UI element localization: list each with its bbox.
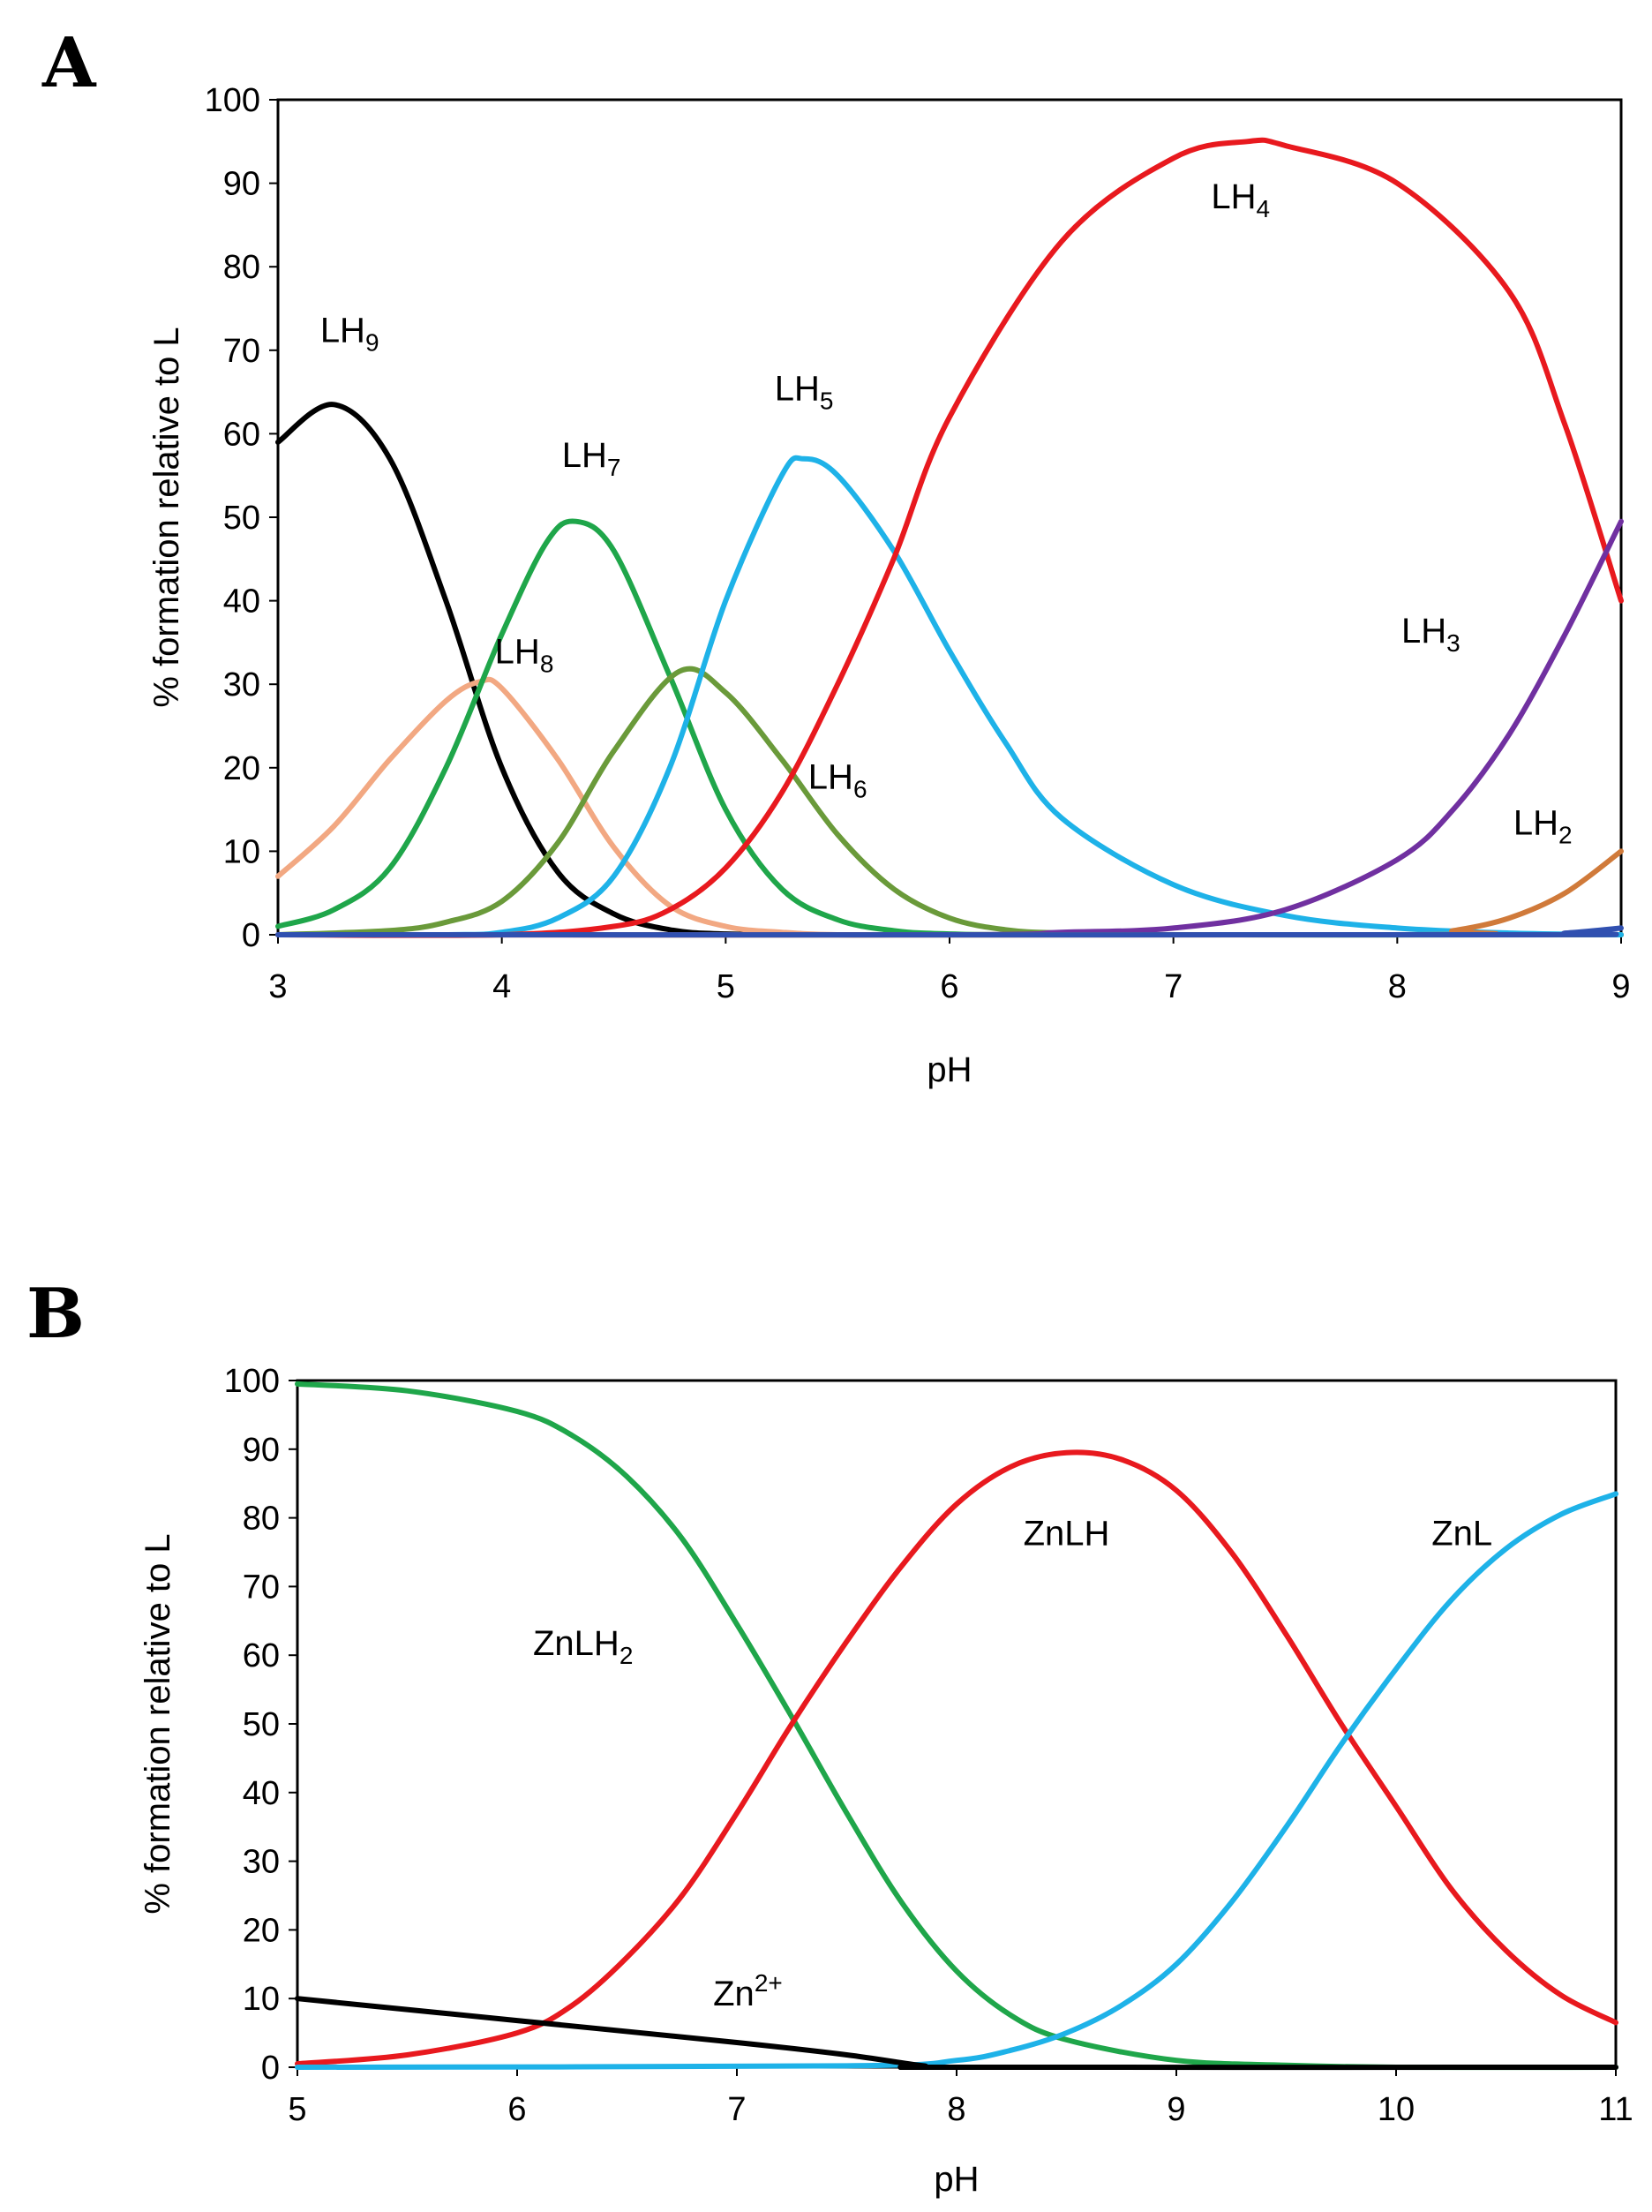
y-tick-label: 80 — [243, 1501, 280, 1538]
y-axis-title-b: % formation relative to L — [139, 1533, 177, 1914]
y-tick-label: 10 — [223, 833, 260, 870]
x-tick-label: 11 — [1598, 2091, 1633, 2128]
x-tick-label: 5 — [288, 2091, 306, 2128]
series-label-lh9: LH9 — [320, 311, 379, 356]
y-tick-label: 60 — [243, 1637, 280, 1674]
y-axis-b: 0 10 20 30 40 50 60 70 80 90 100 — [224, 1363, 297, 2087]
chart-panel-a: 0 10 20 30 40 50 60 70 80 90 100 3 4 5 6 7 8 9 LH9 LH8 LH7… — [147, 82, 1631, 1089]
x-tick-label: 5 — [717, 968, 735, 1005]
panel-label-a: A — [41, 23, 97, 103]
x-tick-label: 4 — [492, 968, 511, 1005]
series-label-lh8: LH8 — [495, 633, 554, 678]
y-tick-label: 80 — [223, 249, 260, 286]
series-line-lh — [275, 925, 1624, 938]
series-label-znlh: ZnLH — [1024, 1515, 1110, 1554]
y-tick-label: 20 — [223, 750, 260, 787]
x-tick-label: 7 — [1164, 968, 1183, 1005]
x-tick-label: 10 — [1378, 2091, 1415, 2128]
x-axis-title-b: pH — [934, 2160, 979, 2199]
y-tick-label: 90 — [243, 1432, 280, 1469]
y-tick-label: 30 — [243, 1844, 280, 1881]
x-tick-label: 7 — [727, 2091, 746, 2128]
y-tick-label: 60 — [223, 416, 260, 453]
x-axis-a: 3 4 5 6 7 8 9 — [268, 935, 1631, 1005]
y-tick-label: 70 — [243, 1569, 280, 1606]
y-tick-label: 70 — [223, 333, 260, 370]
series-line-lh9 — [275, 402, 1624, 938]
y-axis-a: 0 10 20 30 40 50 60 70 80 90 100 — [205, 82, 278, 954]
series-line-lh5 — [275, 455, 1624, 938]
y-tick-label: 0 — [261, 2050, 280, 2087]
y-tick-label: 40 — [223, 583, 260, 621]
y-tick-label: 0 — [242, 917, 260, 954]
y-tick-label: 100 — [224, 1363, 280, 1400]
series-label-lh2: LH2 — [1513, 803, 1573, 848]
series-line-lh2 — [275, 848, 1624, 938]
series-label-znl: ZnL — [1431, 1515, 1492, 1554]
series-labels-a: LH9 LH8 LH7 LH6 LH5 LH4 LH3 LH2 — [320, 177, 1573, 848]
plot-area-a — [276, 98, 1623, 937]
y-tick-label: 50 — [243, 1706, 280, 1743]
series-label-znlh2: ZnLH2 — [533, 1624, 633, 1669]
series-line-lh3 — [275, 518, 1624, 938]
y-tick-label: 90 — [223, 166, 260, 203]
y-tick-label: 50 — [223, 500, 260, 537]
series-label-lh3: LH3 — [1401, 612, 1461, 657]
series-label-lh4: LH4 — [1211, 177, 1270, 222]
y-tick-label: 30 — [223, 666, 260, 703]
series-line-lh4 — [275, 137, 1624, 938]
series-line-lh7 — [275, 518, 1624, 938]
series-label-znplus: Zn2+ — [713, 1969, 783, 2013]
series-line-lh8 — [275, 676, 1624, 938]
x-tick-label: 3 — [268, 968, 287, 1005]
series-label-lh7: LH7 — [562, 436, 621, 481]
x-tick-label: 9 — [1167, 2091, 1185, 2128]
x-tick-label: 8 — [1388, 968, 1407, 1005]
series-lines-b — [295, 1381, 1618, 2071]
y-tick-label: 10 — [243, 1981, 280, 2018]
plot-area-b — [296, 1379, 1618, 2069]
series-line-znlh2 — [295, 1381, 1618, 2071]
x-tick-label: 6 — [940, 968, 958, 1005]
y-tick-label: 100 — [205, 82, 260, 119]
x-tick-label: 9 — [1611, 968, 1630, 1005]
x-tick-label: 6 — [507, 2091, 526, 2128]
x-axis-title-a: pH — [927, 1050, 972, 1089]
y-tick-label: 40 — [243, 1775, 280, 1812]
y-axis-title-a: % formation relative to L — [147, 327, 186, 707]
series-lines-a — [275, 137, 1624, 938]
panel-label-b: B — [26, 1274, 85, 1354]
series-labels-b: ZnLH2 ZnLH ZnL Zn2+ — [533, 1515, 1492, 2013]
y-tick-label: 20 — [243, 1912, 280, 1949]
x-axis-b: 5 6 7 8 9 10 11 — [288, 2067, 1633, 2128]
x-tick-label: 8 — [947, 2091, 965, 2128]
series-line-znl — [295, 1491, 1618, 2070]
series-line-zn2 — [295, 1996, 1618, 2071]
series-line-znlh — [295, 1449, 1618, 2067]
series-label-lh5: LH5 — [775, 370, 834, 415]
series-label-lh6: LH6 — [808, 757, 867, 802]
